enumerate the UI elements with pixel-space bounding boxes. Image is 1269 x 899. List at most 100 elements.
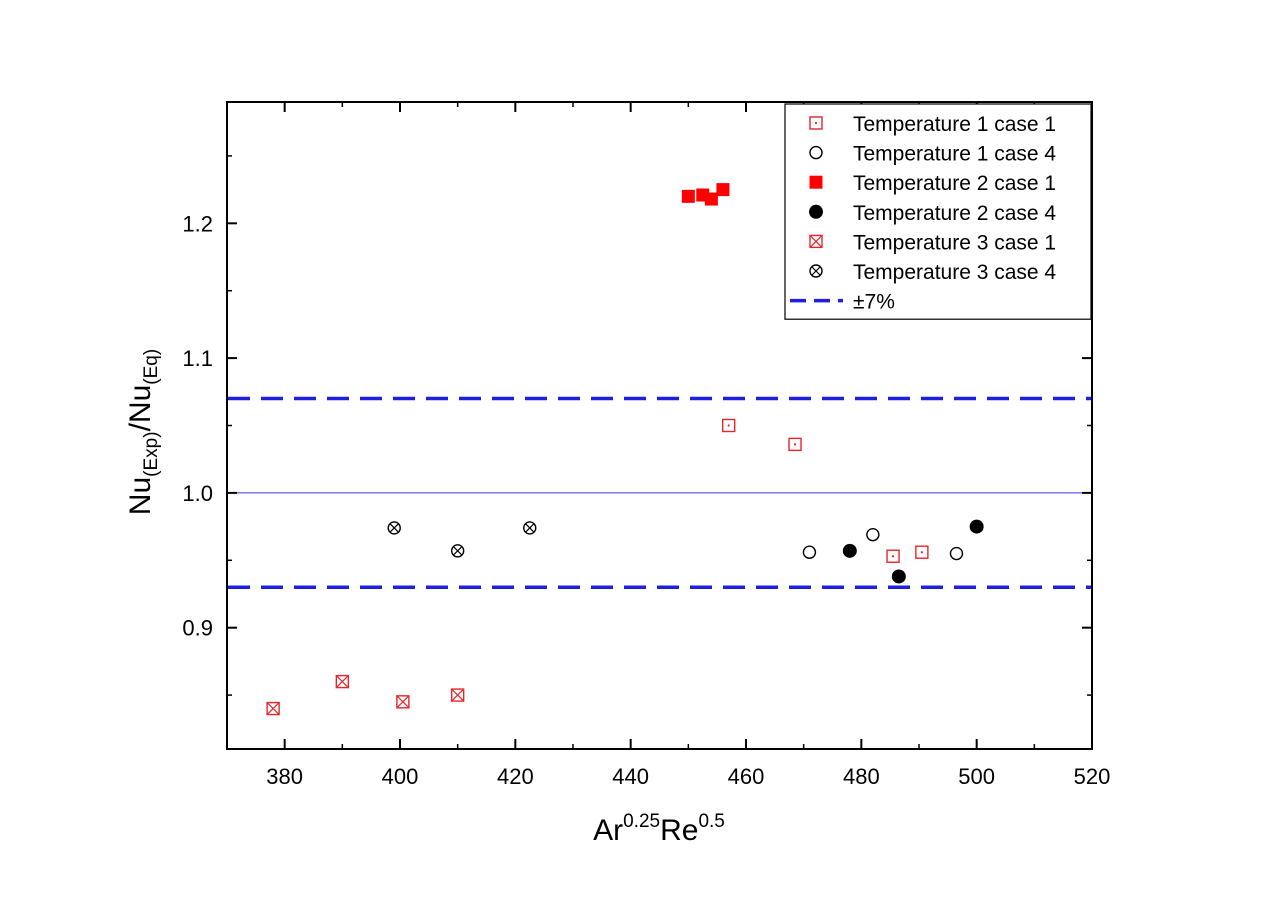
marker-cross-b bbox=[266, 702, 280, 715]
marker-cross-b bbox=[809, 234, 823, 248]
legend-item: Temperature 3 case 1 bbox=[809, 231, 1056, 254]
legend-item: Temperature 1 case 4 bbox=[809, 143, 1056, 166]
marker-circle bbox=[809, 204, 823, 219]
legend-item: Temperature 1 case 1 bbox=[809, 113, 1056, 136]
data-point bbox=[266, 701, 280, 716]
x-tick-label: 460 bbox=[728, 764, 765, 789]
series-4 bbox=[266, 674, 465, 716]
legend-item: Temperature 2 case 4 bbox=[809, 202, 1056, 225]
marker-circle bbox=[842, 543, 857, 558]
series-3 bbox=[842, 519, 984, 584]
y-tick-label: 0.9 bbox=[182, 616, 213, 641]
legend-swatch bbox=[809, 234, 823, 249]
marker-cross-b bbox=[335, 675, 349, 689]
legend-label: Temperature 1 case 1 bbox=[853, 113, 1056, 136]
marker-square bbox=[335, 674, 350, 689]
data-point bbox=[842, 543, 857, 558]
data-point bbox=[722, 418, 736, 433]
x-tick-label: 440 bbox=[612, 764, 649, 789]
data-point bbox=[802, 545, 817, 559]
marker-cross-b bbox=[389, 523, 399, 533]
legend-swatch bbox=[809, 145, 823, 160]
marker-dot bbox=[814, 121, 818, 125]
marker-square bbox=[788, 437, 802, 452]
legend-label: ±7% bbox=[853, 291, 895, 314]
marker-cross-b bbox=[451, 688, 465, 702]
legend-item: ±7% bbox=[790, 291, 895, 314]
x-tick-label: 480 bbox=[843, 764, 880, 789]
data-point bbox=[716, 183, 730, 197]
data-points bbox=[266, 183, 984, 716]
marker-circle bbox=[866, 527, 880, 542]
marker-circle bbox=[809, 264, 823, 278]
marker-dot bbox=[891, 555, 895, 558]
reference-lines bbox=[228, 396, 1091, 589]
marker-circle bbox=[969, 519, 984, 534]
y-axis-title: Nu(Exp)/Nu(Eq) bbox=[124, 349, 162, 515]
y-tick-label: 1.0 bbox=[182, 481, 213, 506]
data-point bbox=[886, 549, 900, 563]
marker-square bbox=[809, 116, 823, 130]
marker-dot bbox=[920, 551, 923, 554]
data-point bbox=[450, 688, 465, 702]
x-tick-label: 520 bbox=[1074, 764, 1111, 789]
data-point bbox=[788, 437, 802, 452]
data-point bbox=[335, 674, 350, 689]
legend-item: Temperature 2 case 1 bbox=[809, 172, 1056, 195]
data-point bbox=[866, 527, 880, 542]
x-tick-label: 400 bbox=[382, 764, 419, 789]
data-point bbox=[396, 695, 410, 709]
legend-box bbox=[784, 103, 1092, 320]
marker-circle bbox=[387, 521, 401, 535]
data-point bbox=[387, 521, 401, 535]
legend-label: Temperature 3 case 1 bbox=[853, 231, 1056, 254]
data-point bbox=[891, 569, 906, 584]
data-point bbox=[969, 519, 984, 534]
y-tick-label: 1.2 bbox=[182, 211, 213, 236]
marker-square bbox=[809, 234, 823, 249]
marker-dot bbox=[793, 443, 797, 446]
marker-circle bbox=[809, 145, 823, 160]
x-tick-label: 380 bbox=[266, 764, 303, 789]
marker-circle bbox=[450, 544, 465, 558]
marker-square bbox=[716, 183, 730, 197]
marker-square bbox=[915, 545, 929, 559]
marker-square bbox=[809, 175, 823, 189]
data-point bbox=[450, 544, 465, 558]
data-point bbox=[704, 192, 718, 206]
legend-label: Temperature 1 case 4 bbox=[853, 143, 1056, 166]
marker-circle bbox=[802, 545, 817, 559]
tick-labels: 380 400 420 440 460 480 500 520 0.9 1.0 1.1 1.2 bbox=[182, 211, 1110, 789]
data-point bbox=[949, 546, 964, 561]
legend-swatch bbox=[809, 175, 823, 189]
series-0 bbox=[722, 418, 929, 563]
legend-swatch bbox=[809, 264, 823, 278]
marker-circle bbox=[949, 546, 964, 561]
series-1 bbox=[802, 527, 964, 561]
marker-dot bbox=[727, 424, 730, 427]
marker-cross-b bbox=[453, 546, 463, 556]
marker-square bbox=[681, 189, 695, 203]
marker-square bbox=[704, 192, 718, 206]
legend-label: Temperature 2 case 4 bbox=[853, 202, 1056, 225]
x-tick-label: 420 bbox=[497, 764, 534, 789]
legend-label: Temperature 3 case 4 bbox=[853, 261, 1056, 284]
marker-circle bbox=[523, 521, 537, 535]
data-point bbox=[915, 545, 929, 559]
legend-swatch bbox=[809, 116, 823, 130]
marker-square bbox=[266, 701, 280, 716]
x-tick-label: 500 bbox=[958, 764, 995, 789]
marker-square bbox=[396, 695, 410, 709]
data-point bbox=[681, 189, 695, 203]
marker-square bbox=[722, 418, 736, 433]
series-5 bbox=[387, 521, 537, 558]
marker-square bbox=[886, 549, 900, 563]
legend: Temperature 1 case 1 Temperature 1 case 4… bbox=[784, 103, 1092, 320]
legend-label: Temperature 2 case 1 bbox=[853, 172, 1056, 195]
marker-cross-b bbox=[525, 523, 535, 533]
marker-cross-b bbox=[811, 266, 821, 276]
marker-square bbox=[450, 688, 465, 702]
marker-cross-b bbox=[396, 695, 410, 709]
legend-swatch bbox=[809, 204, 823, 219]
